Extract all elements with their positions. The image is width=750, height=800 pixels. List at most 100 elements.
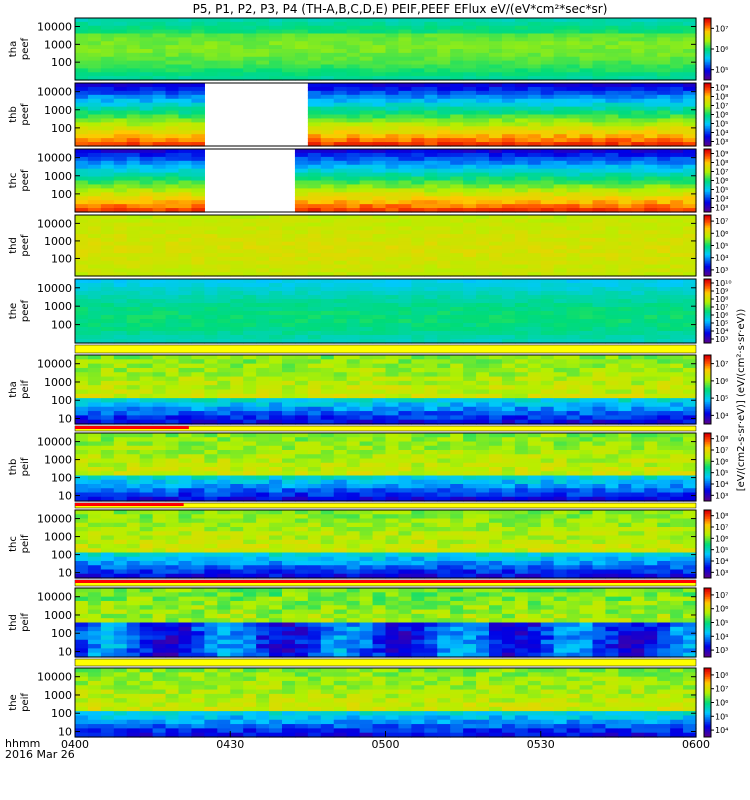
heatmap-cell <box>489 168 503 174</box>
heatmap-cell <box>476 393 490 399</box>
colorbar-swatch <box>704 45 711 48</box>
colorbar-swatch <box>704 331 711 334</box>
heatmap-cell <box>333 230 348 235</box>
heatmap-cell <box>540 398 555 404</box>
heatmap-cell <box>256 311 270 316</box>
heatmap-cell <box>450 114 464 120</box>
heatmap-cell <box>501 226 516 231</box>
heatmap-cell <box>605 56 619 62</box>
heatmap-cell <box>644 200 658 205</box>
heatmap-cell <box>411 102 425 108</box>
heatmap-cell <box>398 188 412 193</box>
heatmap-cell <box>592 256 607 262</box>
heatmap-cell <box>320 196 335 201</box>
heatmap-cell <box>178 18 193 23</box>
heatmap-cell <box>450 94 464 100</box>
heatmap-cell <box>243 241 257 247</box>
heatmap-cell <box>553 226 568 231</box>
heatmap-cell <box>501 287 516 292</box>
heatmap-cell <box>437 142 451 147</box>
heatmap-cell <box>398 256 412 262</box>
heatmap-cell <box>282 25 296 31</box>
heatmap-cell <box>113 134 128 139</box>
heatmap-cell <box>411 98 425 104</box>
heatmap-cell <box>139 291 154 296</box>
heatmap-cell <box>631 68 645 73</box>
heatmap-cell <box>320 134 335 139</box>
heatmap-cell <box>113 215 128 220</box>
colorbar-tick-label: 10⁵ <box>715 242 728 251</box>
heatmap-cell <box>256 37 270 42</box>
heatmap-cell <box>424 29 438 35</box>
heatmap-cell <box>683 291 697 296</box>
heatmap-cell <box>359 90 374 96</box>
heatmap-cell <box>165 52 180 58</box>
heatmap-cell <box>540 176 555 182</box>
heatmap-cell <box>683 249 697 254</box>
heatmap-cell <box>320 215 335 220</box>
heatmap-cell <box>501 335 516 340</box>
colorbar-swatch <box>704 185 711 188</box>
heatmap-cell <box>333 260 348 266</box>
heatmap-cell <box>333 192 348 197</box>
heatmap-cell <box>346 176 361 182</box>
heatmap-cell <box>333 268 348 273</box>
heatmap-cell <box>631 398 645 404</box>
heatmap-cell <box>230 268 244 273</box>
heatmap-cell <box>152 445 167 451</box>
heatmap-cell <box>501 234 516 239</box>
heatmap-cell <box>372 299 387 304</box>
heatmap-cell <box>113 268 128 273</box>
heatmap-cell <box>178 245 193 250</box>
heatmap-cell <box>165 192 180 197</box>
heatmap-cell <box>269 226 283 231</box>
heatmap-cell <box>437 402 451 408</box>
heatmap-cell <box>398 303 412 308</box>
heatmap-cell <box>592 114 607 120</box>
heatmap-cell <box>670 156 684 162</box>
heatmap-cell <box>670 218 684 224</box>
heatmap-cell <box>126 398 141 404</box>
heatmap-cell <box>540 192 555 197</box>
heatmap-cell <box>217 222 231 228</box>
colorbar-swatch <box>704 222 711 225</box>
heatmap-cell <box>139 283 154 288</box>
heatmap-cell <box>204 419 218 425</box>
heatmap-cell <box>670 380 684 386</box>
heatmap-cell <box>476 164 490 170</box>
heatmap-cell <box>644 253 658 258</box>
colorbar-tick-label: 10³ <box>715 335 728 344</box>
heatmap-cell <box>191 149 205 154</box>
heatmap-cell <box>501 393 516 399</box>
heatmap-cell <box>463 200 477 205</box>
heatmap-cell <box>139 462 154 468</box>
heatmap-cell <box>657 72 671 77</box>
heatmap-cell <box>346 260 361 266</box>
colorbar-swatch <box>704 164 711 167</box>
heatmap-cell <box>372 196 387 201</box>
colorbar-swatch <box>704 382 711 385</box>
heatmap-cell <box>139 226 154 231</box>
heatmap-cell <box>217 52 231 58</box>
heatmap-cell <box>476 389 490 395</box>
heatmap-cell <box>579 142 594 147</box>
heatmap-cell <box>605 102 619 108</box>
heatmap-cell <box>553 218 568 224</box>
heatmap-cell <box>527 291 542 296</box>
heatmap-cell <box>644 208 658 213</box>
heatmap-cell <box>424 241 438 247</box>
heatmap-cell <box>87 130 102 135</box>
heatmap-cell <box>501 339 516 344</box>
colorbar-swatch <box>704 105 711 108</box>
heatmap-cell <box>346 90 361 96</box>
heatmap-cell <box>450 18 464 23</box>
heatmap-cell <box>294 283 309 288</box>
heatmap-cell <box>282 402 296 408</box>
heatmap-cell <box>320 241 335 247</box>
heatmap-cell <box>126 359 141 365</box>
heatmap-cell <box>501 411 516 416</box>
heatmap-cell <box>152 64 167 69</box>
heatmap-cell <box>527 68 542 73</box>
heatmap-cell <box>191 372 205 378</box>
heatmap-cell <box>476 130 490 135</box>
